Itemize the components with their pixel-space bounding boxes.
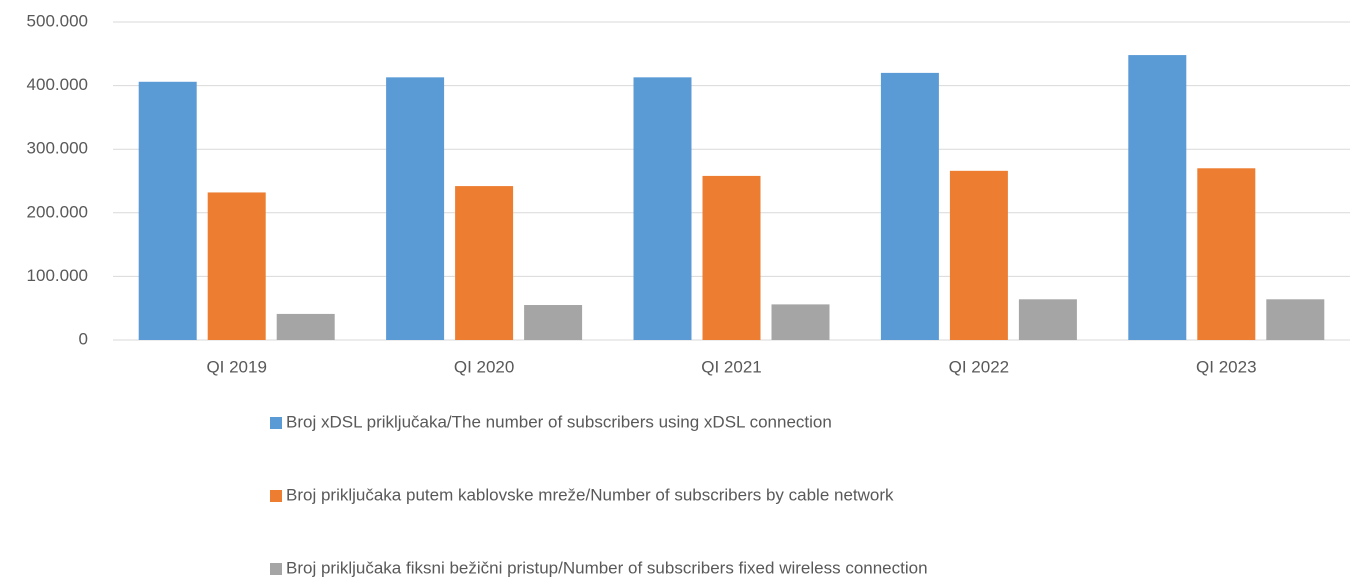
x-tick-label: QI 2020	[454, 357, 515, 376]
bar	[771, 304, 830, 340]
bar	[276, 313, 335, 340]
bar	[702, 175, 761, 340]
y-tick-label: 400.000	[27, 75, 88, 94]
bar	[455, 186, 514, 340]
x-tick-label: QI 2022	[949, 357, 1010, 376]
bar	[633, 77, 692, 340]
legend-swatch	[270, 490, 282, 502]
bar	[1266, 299, 1325, 340]
y-tick-label: 100.000	[27, 266, 88, 285]
legend-label: Broj xDSL priključaka/The number of subs…	[286, 412, 832, 431]
bar	[1018, 299, 1077, 340]
legend-swatch	[270, 417, 282, 429]
y-tick-label: 300.000	[27, 139, 88, 158]
y-tick-label: 500.000	[27, 11, 88, 30]
legend-label: Broj priključaka fiksni bežični pristup/…	[286, 558, 928, 577]
legend-swatch	[270, 563, 282, 575]
x-tick-label: QI 2023	[1196, 357, 1257, 376]
bar	[1128, 55, 1187, 341]
y-tick-label: 0	[79, 329, 88, 348]
bar	[207, 192, 266, 340]
bar	[386, 77, 445, 340]
bar	[880, 72, 939, 340]
bar	[524, 305, 583, 340]
x-tick-label: QI 2019	[206, 357, 267, 376]
x-tick-label: QI 2021	[701, 357, 762, 376]
bar	[1197, 168, 1256, 340]
y-tick-label: 200.000	[27, 202, 88, 221]
legend-label: Broj priključaka putem kablovske mreže/N…	[286, 485, 894, 504]
bar	[949, 170, 1008, 340]
bar	[138, 81, 197, 340]
